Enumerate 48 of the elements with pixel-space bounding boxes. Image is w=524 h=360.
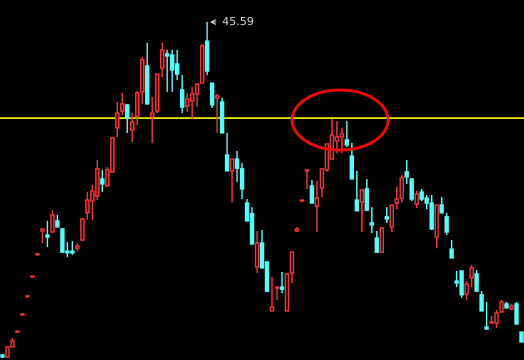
- candlestick: [254, 230, 260, 274]
- candlestick: [115, 101, 120, 138]
- candlestick: [479, 290, 484, 312]
- candlestick: [374, 230, 379, 253]
- candlestick: [449, 239, 454, 259]
- candlestick: [360, 189, 364, 233]
- candlestick: [354, 170, 360, 212]
- candlestick: [45, 220, 50, 248]
- candlestick: [414, 190, 419, 209]
- candlestick: [55, 214, 60, 228]
- candlestick: [410, 178, 414, 202]
- candlestick: [210, 82, 214, 109]
- candlestick: [125, 103, 130, 134]
- annotation: 45.59: [222, 16, 254, 26]
- candlestick: [214, 93, 220, 134]
- candlestick: [274, 286, 280, 301]
- candlestick: [364, 178, 369, 211]
- candlestick: [270, 276, 274, 312]
- candlestick: [224, 132, 230, 172]
- candlestick: [150, 96, 154, 144]
- candlestick: [404, 159, 409, 185]
- candlestick: [469, 264, 474, 288]
- candlestick: [464, 280, 469, 301]
- candlestick: [350, 142, 354, 180]
- candlestick: [290, 251, 294, 284]
- candlestick: [444, 212, 449, 236]
- candlestick: [344, 120, 350, 148]
- candlestick: [514, 301, 519, 325]
- candlestick: [180, 74, 184, 114]
- candlestick: [439, 196, 444, 214]
- candlestick: [310, 179, 314, 204]
- candlestick: [40, 228, 45, 244]
- candlestick: [304, 169, 310, 190]
- candlestick: [280, 271, 284, 294]
- candlestick: [230, 158, 234, 203]
- candlestick: [50, 209, 55, 233]
- candlestick: [130, 112, 134, 143]
- candlestick: [484, 301, 489, 330]
- candlestick: [370, 206, 374, 234]
- candlestick: [100, 169, 104, 193]
- candlestick: [120, 92, 124, 116]
- candlestick: [390, 204, 394, 233]
- candlestick: [519, 331, 524, 343]
- candlestick: [384, 206, 389, 224]
- candlestick: [314, 180, 320, 233]
- candlestick: [474, 269, 479, 292]
- candlestick: [160, 42, 164, 78]
- candlestick: [499, 299, 504, 313]
